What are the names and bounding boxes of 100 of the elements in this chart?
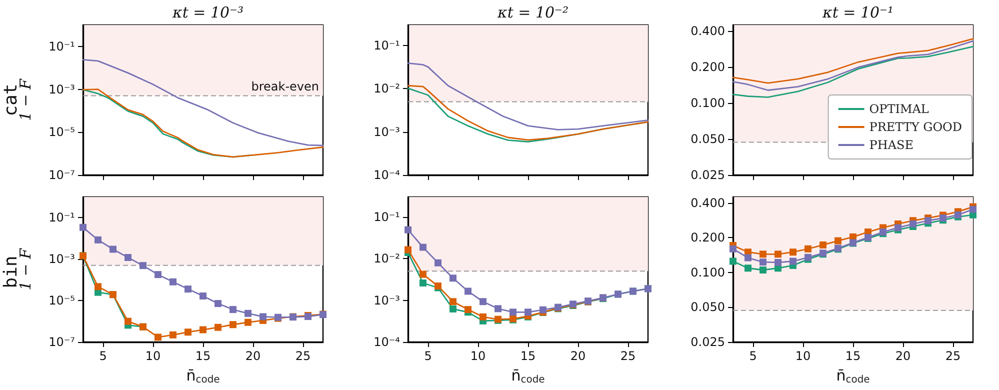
legend-label: PRETTY GOOD <box>869 120 962 134</box>
y-tick-label: 10⁻⁴ <box>374 168 400 182</box>
point <box>464 306 472 314</box>
y-tick-label: 10⁻³ <box>48 252 76 266</box>
point <box>244 310 252 317</box>
y-axis-title: 1 − F <box>16 78 34 122</box>
point <box>260 313 266 320</box>
y-axis-title: 1 − F <box>16 248 34 291</box>
point <box>170 278 176 286</box>
point <box>200 326 206 334</box>
y-tick-label: 10⁻⁵ <box>48 125 76 140</box>
y-tick-label: 10⁻³ <box>48 82 76 96</box>
legend-label: OPTIMAL <box>869 102 929 116</box>
point <box>80 224 86 231</box>
ref-line-label: break-even <box>251 80 319 94</box>
point <box>910 220 916 228</box>
point <box>730 245 736 252</box>
chart-title: κt = 10⁻³ <box>172 4 244 22</box>
point <box>450 274 456 282</box>
point <box>154 334 162 341</box>
point <box>790 258 796 265</box>
y-tick-label: 0.025 <box>690 168 725 182</box>
x-tick-label: 15 <box>845 349 861 363</box>
y-tick-label: 0.400 <box>690 24 725 38</box>
chart-title: κt = 10⁻² <box>496 4 568 22</box>
point <box>970 206 976 213</box>
point <box>214 324 222 331</box>
line-series <box>407 62 649 130</box>
point <box>480 298 486 306</box>
x-tick-label: 5 <box>749 349 757 363</box>
point <box>744 254 752 262</box>
point <box>184 328 192 336</box>
x-tick-label: 20 <box>570 349 586 363</box>
line-series <box>732 40 974 91</box>
point <box>820 241 826 248</box>
point <box>230 306 236 314</box>
y-tick-label: 0.400 <box>690 196 725 210</box>
point <box>924 217 932 224</box>
point <box>154 271 162 278</box>
point <box>524 308 532 316</box>
y-tick-label: 10⁻¹ <box>374 38 400 53</box>
y-tick-label: 10⁻¹ <box>48 39 76 54</box>
x-tick-label: 25 <box>295 349 311 363</box>
y-tick-label: 0.025 <box>690 335 725 349</box>
point <box>494 305 502 312</box>
y-tick-label: 10⁻² <box>374 252 400 266</box>
point <box>834 237 842 244</box>
point <box>94 236 102 244</box>
x-tick-label: 15 <box>195 349 211 363</box>
y-tick-label: 10⁻⁵ <box>48 294 76 308</box>
y-tick-label: 10⁻¹ <box>48 210 76 225</box>
point <box>110 246 116 253</box>
point <box>244 318 252 326</box>
point <box>774 250 782 258</box>
x-tick-label: 20 <box>245 349 261 363</box>
y-tick-label: 0.050 <box>690 132 725 146</box>
point <box>124 254 132 262</box>
x-tick-label: 20 <box>895 349 911 363</box>
point <box>760 250 766 258</box>
point <box>200 292 206 300</box>
point <box>730 258 736 265</box>
point <box>480 313 486 320</box>
y-tick-label: 0.050 <box>690 300 725 314</box>
point <box>214 300 222 308</box>
y-tick-label: 10⁻² <box>374 82 400 96</box>
y-tick-label: 10⁻⁷ <box>48 168 76 182</box>
chart-title: κt = 10⁻¹ <box>822 4 894 22</box>
line-series <box>732 46 974 98</box>
x-tick-label: 25 <box>620 349 636 363</box>
x-tick-label: 10 <box>795 349 811 363</box>
y-tick-label: 0.100 <box>690 96 725 110</box>
point <box>450 305 456 312</box>
point <box>94 283 102 290</box>
y-tick-label: 0.200 <box>690 230 725 245</box>
line-series <box>732 38 974 84</box>
point <box>404 246 412 254</box>
point <box>420 270 426 278</box>
x-tick-label: 5 <box>424 349 432 363</box>
point <box>124 318 132 325</box>
point <box>170 331 176 338</box>
x-tick-label: 15 <box>520 349 536 363</box>
point <box>540 306 546 314</box>
point <box>774 258 782 266</box>
point <box>464 288 472 295</box>
point <box>744 264 752 272</box>
point <box>230 321 236 328</box>
y-tick-label: 10⁻⁴ <box>374 335 400 349</box>
y-tick-label: 10⁻⁷ <box>48 335 76 349</box>
point <box>760 266 766 274</box>
point <box>790 248 796 256</box>
legend-label: PHASE <box>869 138 914 152</box>
y-tick-label: 10⁻³ <box>374 124 400 139</box>
y-tick-label: 0.100 <box>690 265 725 280</box>
y-tick-label: 10⁻³ <box>374 293 400 308</box>
point <box>184 286 192 293</box>
line-series <box>82 59 324 146</box>
y-tick-label: 10⁻¹ <box>374 210 400 224</box>
point <box>434 259 442 266</box>
point <box>140 262 146 270</box>
x-tick-label: 10 <box>145 349 161 363</box>
